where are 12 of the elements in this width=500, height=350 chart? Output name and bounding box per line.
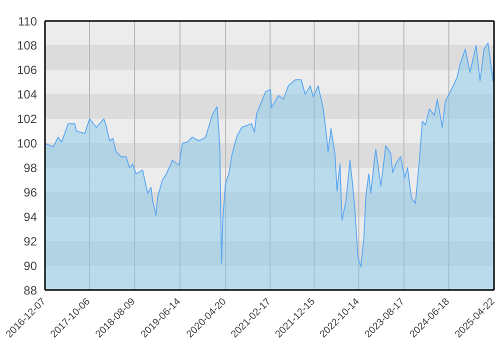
y-tick-label: 94 xyxy=(24,210,38,224)
y-tick-label: 110 xyxy=(18,14,38,28)
y-tick-label: 92 xyxy=(24,234,38,248)
y-tick-label: 90 xyxy=(24,258,38,273)
y-tick-label: 104 xyxy=(16,88,38,102)
y-tick-label: 108 xyxy=(16,38,38,53)
y-tick-label: 106 xyxy=(16,63,38,78)
y-tick-label: 102 xyxy=(16,112,38,126)
y-tick-label: 98 xyxy=(24,160,38,175)
y-tick-label: 100 xyxy=(16,136,38,151)
y-tick-label: 96 xyxy=(24,185,38,200)
y-tick-label: 88 xyxy=(24,283,38,298)
